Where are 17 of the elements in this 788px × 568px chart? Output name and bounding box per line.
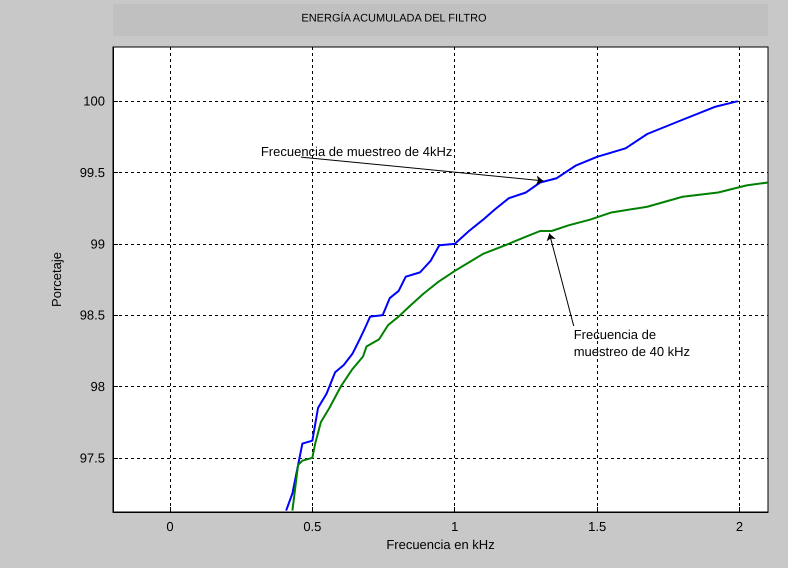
y-tick-label: 100 [83,94,105,109]
x-tick-label: 1 [451,519,458,534]
y-tick-label: 98 [90,378,105,394]
x-tick-label: 1.5 [588,519,606,534]
x-axis-title: Frecuencia en kHz [386,536,495,552]
y-axis-title: Porcetaje [49,252,64,307]
x-tick-label: 0 [166,519,174,534]
y-tick-label: 99.5 [80,165,105,180]
x-tick-label: 2 [736,519,744,534]
x-tick-label: 0.5 [303,519,322,534]
annotation: Frecuencia de muestreo de 40 kHz [574,327,690,360]
y-tick-label: 98.5 [80,308,105,323]
annotation: Frecuencia de muestreo de 4kHz [260,144,452,160]
y-tick-label: 99 [90,236,105,252]
line-series [291,182,769,512]
chart-title: ENERGÍA ACUMULADA DEL FILTRO [301,12,488,24]
y-tick-label: 97.5 [80,450,105,466]
